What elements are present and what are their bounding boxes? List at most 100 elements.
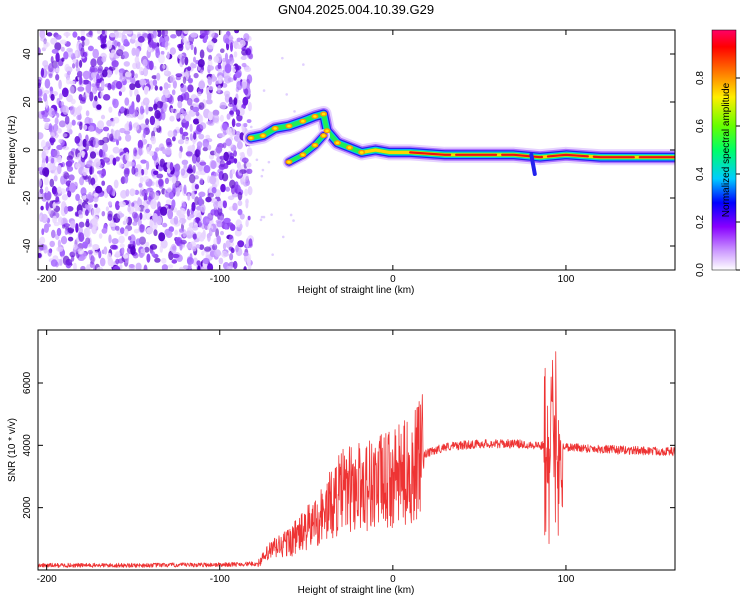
noise-speck bbox=[161, 257, 167, 264]
noise-speck bbox=[156, 173, 164, 179]
noise-speck bbox=[55, 52, 60, 63]
noise-speck bbox=[152, 30, 157, 39]
noise-speck bbox=[78, 232, 85, 243]
noise-speck bbox=[47, 248, 52, 257]
noise-speck bbox=[51, 185, 57, 195]
noise-speck bbox=[171, 199, 176, 209]
noise-speck bbox=[124, 228, 129, 237]
noise-speck bbox=[261, 168, 265, 172]
noise-speck bbox=[175, 30, 182, 37]
noise-speck bbox=[242, 96, 249, 106]
noise-speck bbox=[223, 217, 231, 223]
noise-speck bbox=[243, 33, 250, 42]
noise-speck bbox=[302, 63, 305, 66]
noise-speck bbox=[115, 156, 120, 162]
x-tick-label: 100 bbox=[558, 274, 575, 285]
noise-speck bbox=[38, 47, 41, 56]
noise-speck bbox=[222, 242, 227, 251]
noise-speck bbox=[50, 37, 58, 45]
y-tick-label: 0 bbox=[22, 147, 33, 153]
noise-speck bbox=[219, 114, 224, 122]
noise-speck bbox=[59, 258, 63, 266]
y-tick-label: 20 bbox=[22, 96, 33, 108]
noise-speck bbox=[43, 223, 50, 233]
noise-speck bbox=[149, 115, 156, 126]
noise-speck bbox=[182, 76, 187, 84]
noise-speck bbox=[49, 86, 53, 92]
noise-speck bbox=[57, 128, 62, 134]
noise-speck bbox=[141, 214, 147, 221]
noise-speck bbox=[42, 167, 50, 177]
noise-speck bbox=[169, 47, 176, 55]
noise-speck bbox=[172, 183, 176, 193]
spectrogram-y-ticks: -40 -20 0 20 40 bbox=[22, 48, 675, 253]
noise-speck bbox=[139, 78, 147, 86]
noise-speck bbox=[93, 251, 99, 256]
noise-speck bbox=[144, 246, 150, 253]
noise-speck bbox=[114, 129, 121, 140]
noise-speck bbox=[292, 219, 295, 222]
noise-speck bbox=[179, 127, 184, 135]
noise-speck bbox=[153, 170, 159, 176]
noise-speck bbox=[270, 213, 273, 216]
noise-speck bbox=[248, 238, 253, 247]
noise-speck bbox=[56, 144, 63, 150]
noise-speck bbox=[101, 37, 107, 44]
noise-speck bbox=[52, 123, 59, 132]
noise-speck bbox=[139, 224, 145, 233]
noise-speck bbox=[180, 84, 187, 93]
noise-speck bbox=[66, 127, 72, 133]
noise-speck bbox=[120, 189, 128, 199]
noise-speck bbox=[228, 96, 233, 105]
noise-speck bbox=[149, 219, 153, 228]
noise-speck bbox=[195, 111, 200, 117]
noise-speck bbox=[126, 160, 130, 168]
noise-speck bbox=[205, 134, 211, 139]
ridge-blob bbox=[335, 141, 340, 145]
noise-speck bbox=[41, 213, 48, 224]
noise-speck bbox=[48, 73, 53, 79]
noise-speck bbox=[154, 257, 161, 263]
noise-speck bbox=[230, 42, 233, 52]
noise-speck bbox=[79, 121, 83, 131]
noise-speck bbox=[165, 147, 172, 155]
noise-speck bbox=[38, 132, 44, 140]
noise-speck bbox=[50, 56, 54, 64]
noise-speck bbox=[205, 218, 210, 223]
noise-speck bbox=[65, 31, 69, 39]
noise-speck bbox=[116, 41, 121, 47]
noise-speck bbox=[222, 122, 228, 131]
noise-speck bbox=[113, 30, 119, 39]
noise-speck bbox=[116, 49, 124, 57]
figure-title: GN04.2025.004.10.39.G29 bbox=[278, 2, 434, 17]
noise-speck bbox=[129, 88, 133, 97]
noise-speck bbox=[246, 85, 251, 90]
snr-x-axis-label: Height of straight line (km) bbox=[298, 585, 415, 596]
noise-speck bbox=[58, 79, 62, 90]
noise-speck bbox=[227, 77, 234, 83]
x-tick-label: -200 bbox=[37, 274, 57, 285]
noise-speck bbox=[101, 228, 108, 234]
noise-speck bbox=[202, 146, 208, 152]
noise-speck bbox=[163, 70, 172, 77]
noise-speck bbox=[207, 144, 212, 151]
noise-speck bbox=[116, 139, 119, 146]
noise-speck bbox=[190, 32, 198, 38]
noise-speck bbox=[92, 48, 99, 59]
noise-speck bbox=[166, 168, 171, 174]
noise-speck bbox=[194, 184, 199, 190]
noise-speck bbox=[218, 133, 226, 138]
noise-speck bbox=[44, 78, 51, 89]
noise-speck bbox=[108, 66, 116, 71]
noise-speck bbox=[92, 138, 100, 149]
noise-speck bbox=[187, 66, 192, 72]
noise-speck bbox=[177, 95, 184, 103]
noise-speck bbox=[125, 71, 132, 78]
noise-speck bbox=[81, 150, 85, 158]
noise-speck bbox=[191, 63, 197, 69]
noise-speck bbox=[243, 123, 248, 128]
noise-speck bbox=[133, 147, 137, 157]
noise-speck bbox=[102, 143, 108, 153]
noise-speck bbox=[84, 204, 88, 209]
noise-speck bbox=[66, 70, 71, 76]
